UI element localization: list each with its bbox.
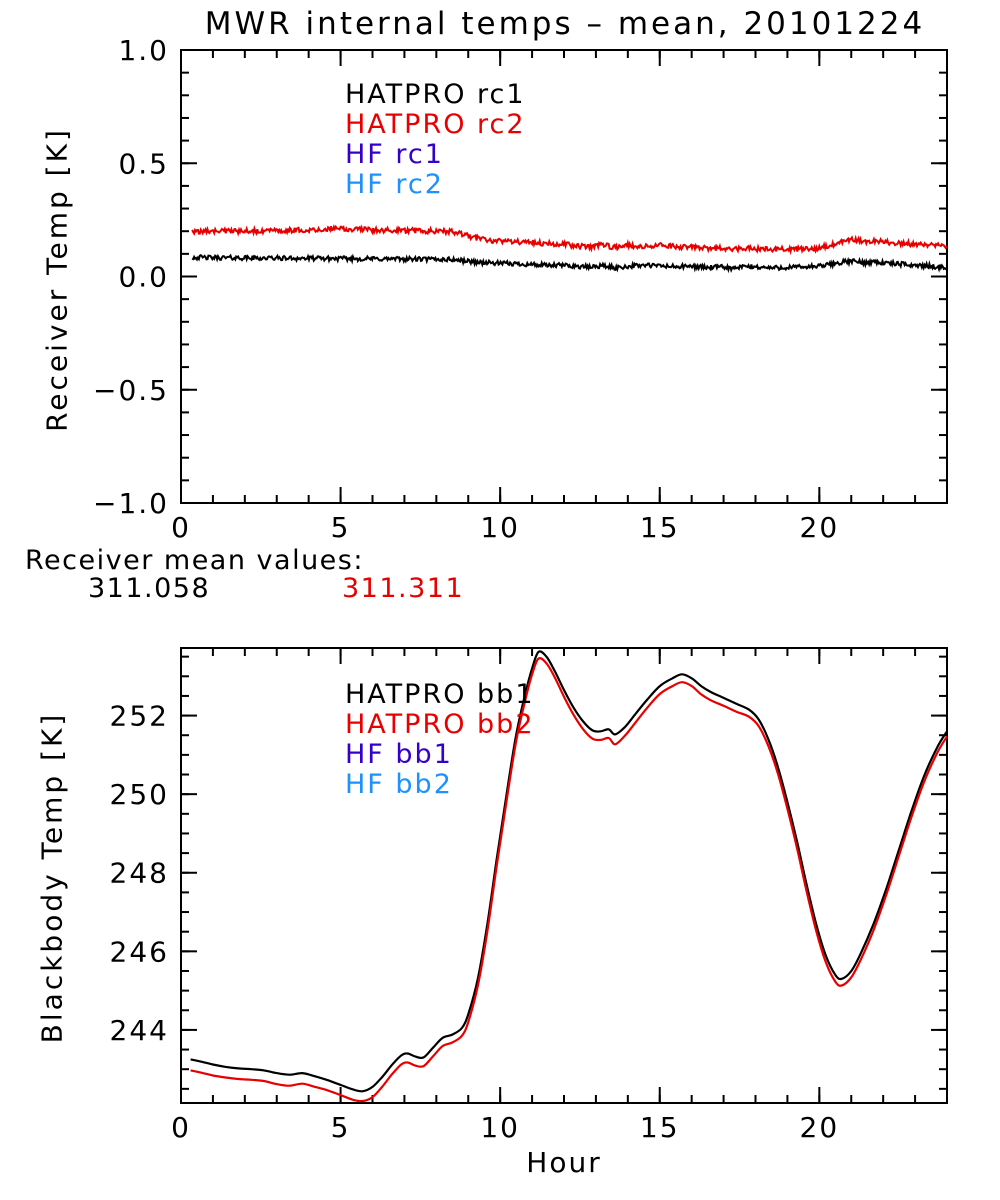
y-tick-label: 252 — [110, 700, 169, 733]
x-tick-label: 0 — [171, 1111, 191, 1144]
chart-title: MWR internal temps – mean, 20101224 — [204, 6, 926, 42]
bottom-chart-legend: HATPRO bb1 HATPRO bb2 HF bb1 HF bb2 — [345, 680, 535, 800]
y-tick-label: 244 — [110, 1014, 169, 1047]
x-tick-label: 0 — [171, 511, 191, 544]
legend-item-hatpro-rc2: HATPRO rc2 — [345, 109, 526, 140]
bottom-chart: 0 5 10 15 20 252 250 248 246 244 — [110, 647, 948, 1144]
legend-item-hatpro-bb1: HATPRO bb1 — [345, 679, 535, 710]
receiver-mean-value-rc1: 311.058 — [88, 573, 211, 604]
axes-box — [180, 49, 948, 504]
y-tick-label: 0.5 — [118, 147, 169, 180]
legend-item-hf-rc2: HF rc2 — [345, 169, 444, 200]
legend-item-hf-bb2: HF bb2 — [345, 769, 453, 800]
y-tick-label: 250 — [110, 778, 169, 811]
x-tick-label: 5 — [331, 511, 351, 544]
x-tick-label: 15 — [640, 511, 680, 544]
top-chart: 0 5 10 15 20 1.0 0.5 0.0 −0.5 −1.0 — [93, 34, 948, 544]
y-tick-label: 1.0 — [118, 34, 169, 67]
x-tick-label: 5 — [331, 1111, 351, 1144]
x-tick-label: 20 — [800, 511, 840, 544]
receiver-mean-label: Receiver mean values: — [25, 545, 364, 576]
top-chart-legend: HATPRO rc1 HATPRO rc2 HF rc1 HF rc2 — [345, 80, 526, 200]
series-hatpro-bb2 — [190, 657, 947, 1103]
legend-item-hatpro-rc1: HATPRO rc1 — [345, 79, 526, 110]
series-hatpro-rc2 — [191, 224, 947, 256]
x-tick-label: 15 — [640, 1111, 680, 1144]
receiver-mean-value-rc2: 311.311 — [342, 573, 465, 604]
y-tick-label: −1.0 — [93, 487, 169, 520]
x-tick-label: 10 — [480, 1111, 520, 1144]
series-hatpro-bb1 — [190, 650, 947, 1093]
y-tick-label: 248 — [110, 857, 169, 890]
legend-item-hf-bb1: HF bb1 — [345, 739, 453, 770]
axes-box — [180, 647, 948, 1104]
top-yaxis-label: Receiver Temp [K] — [40, 127, 74, 432]
series-hatpro-rc1 — [191, 253, 947, 274]
xaxis-label: Hour — [526, 1146, 602, 1179]
y-tick-label: 246 — [110, 935, 169, 968]
x-tick-label: 10 — [480, 511, 520, 544]
y-tick-label: 0.0 — [118, 261, 169, 294]
bottom-yaxis-label: Blackbody Temp [K] — [35, 711, 69, 1044]
y-tick-label: −0.5 — [93, 374, 169, 407]
legend-item-hatpro-bb2: HATPRO bb2 — [345, 709, 535, 740]
legend-item-hf-rc1: HF rc1 — [345, 139, 444, 170]
x-tick-label: 20 — [800, 1111, 840, 1144]
